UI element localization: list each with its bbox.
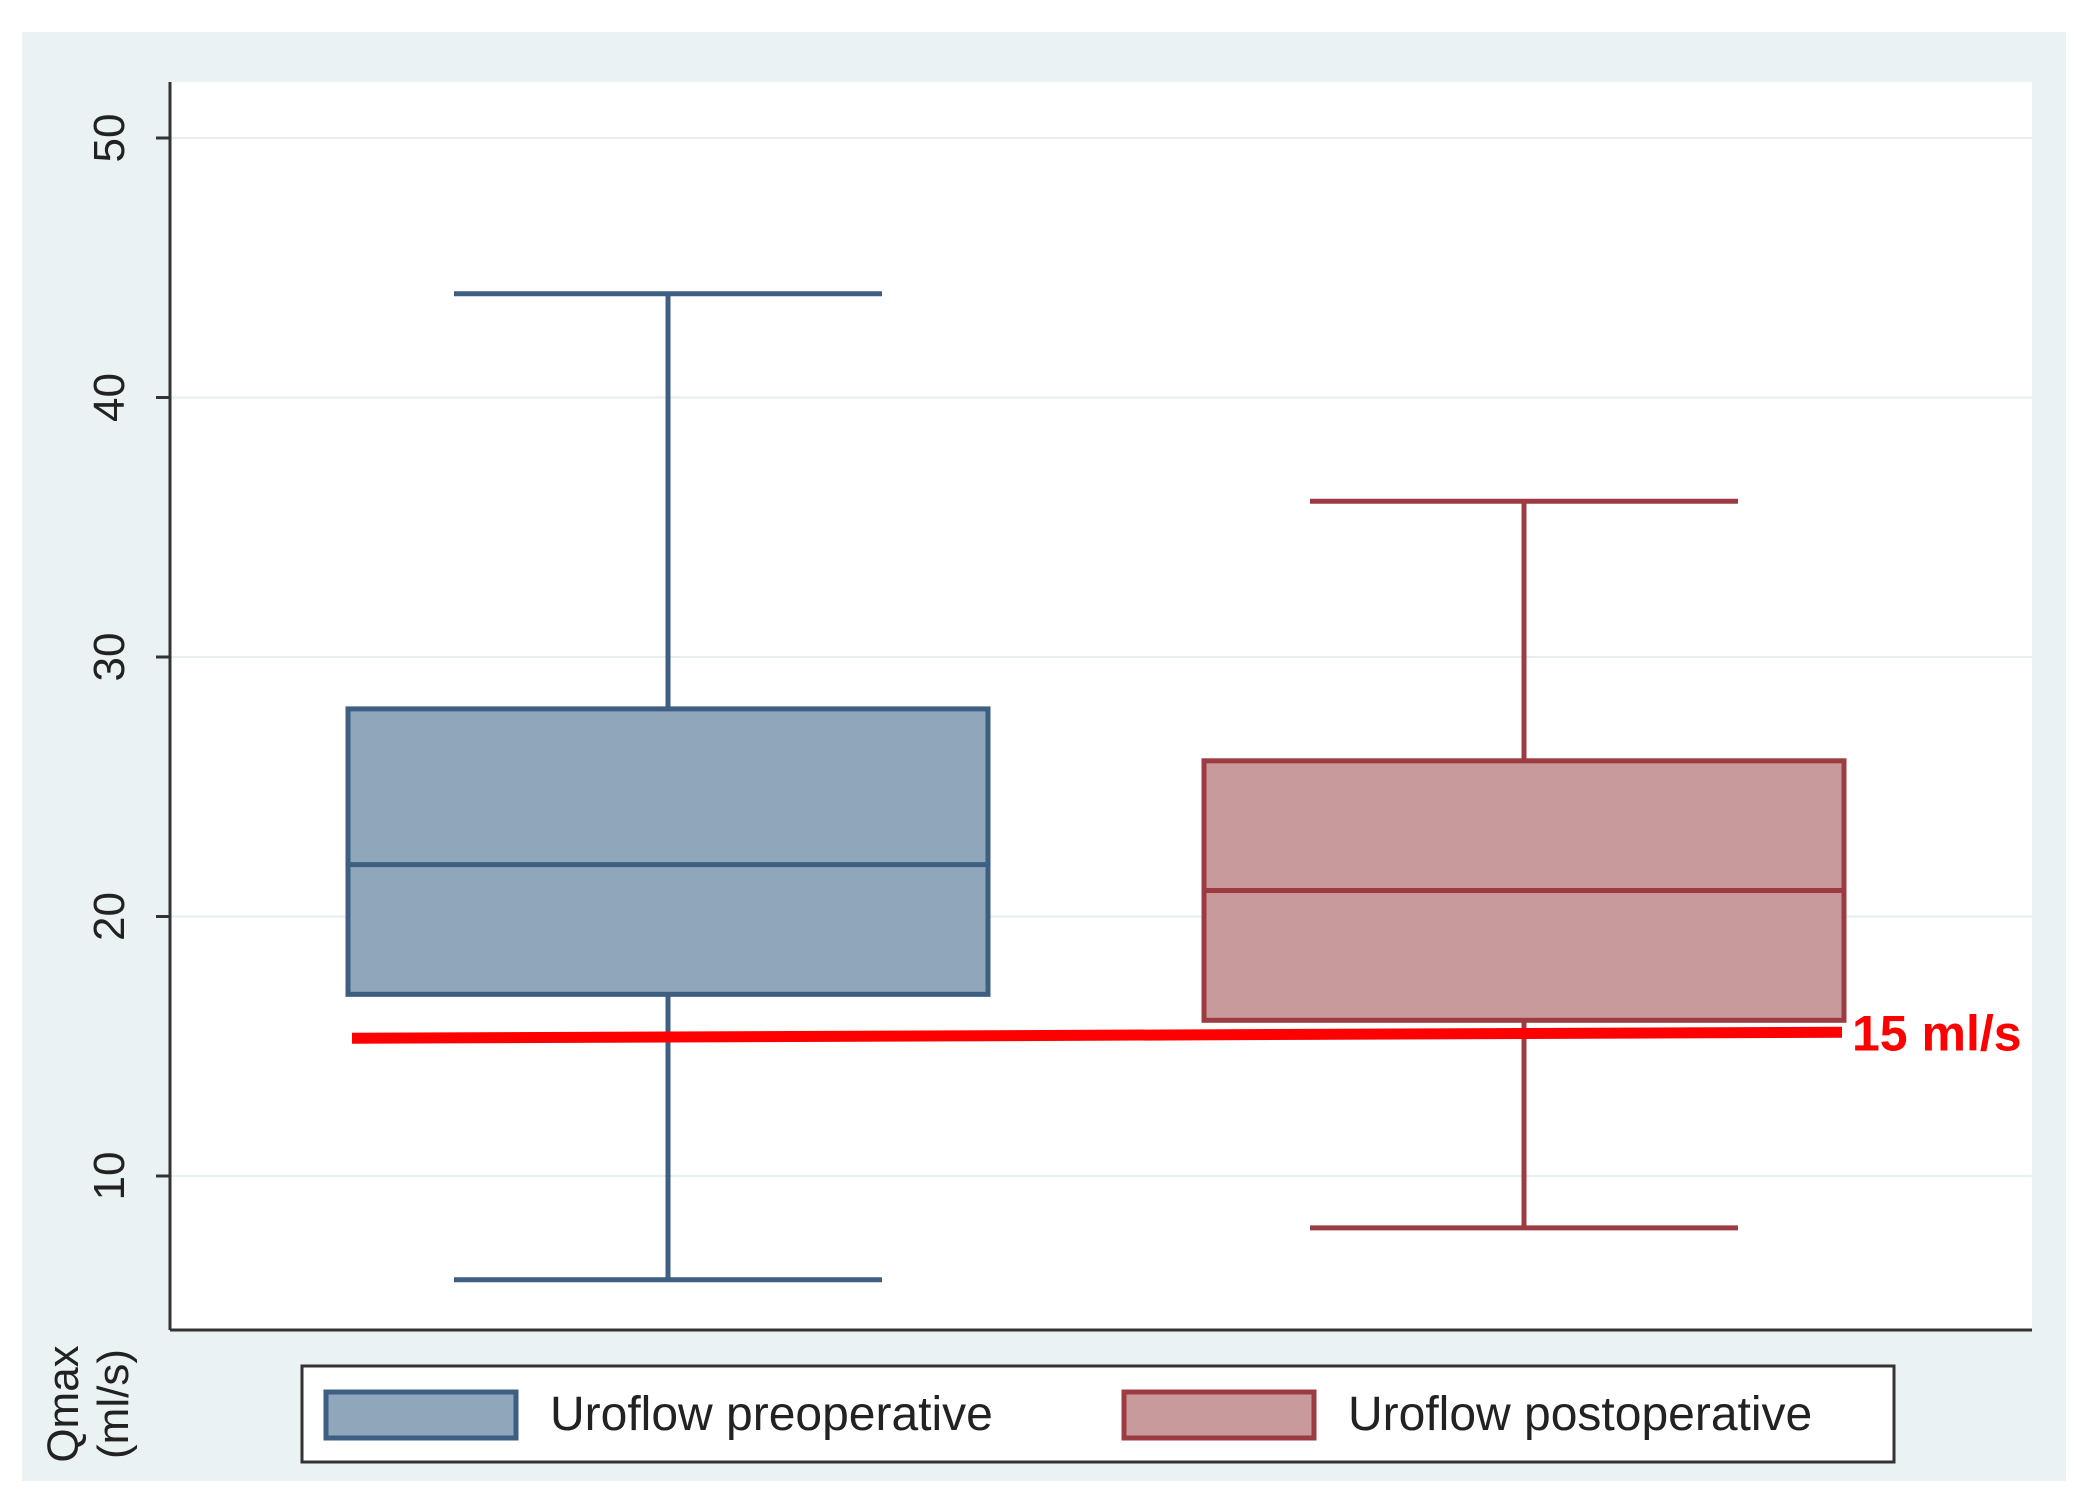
legend: Uroflow preoperative Uroflow postoperativ… [300, 1364, 1896, 1464]
plot-area [170, 82, 2032, 1330]
reference-line-group: 15 ml/s [351, 1005, 2022, 1061]
box-series-1 [345, 291, 991, 1283]
y-axis-label-line-1: Qmax [39, 1345, 88, 1462]
y-axis-label-line-2: (ml/s) [89, 1349, 138, 1459]
y-tick-label-40: 40 [85, 373, 134, 422]
y-tick-label-20: 20 [85, 892, 134, 941]
reference-line [351, 1026, 1843, 1044]
y-tick-label-10: 10 [85, 1152, 134, 1201]
y-axis: 10 20 30 40 50 Qmax (ml/s) [39, 82, 2032, 1463]
legend-label-1: Uroflow preoperative [550, 1388, 993, 1441]
iqr-box [345, 706, 991, 997]
box-series-2 [1201, 498, 1847, 1231]
legend-swatch-2 [1121, 1389, 1317, 1441]
boxes [345, 291, 1847, 1283]
y-tick-label-50: 50 [85, 114, 134, 163]
legend-box [300, 1364, 1896, 1464]
legend-label-2: Uroflow postoperative [1348, 1388, 1812, 1441]
legend-swatch-1 [323, 1389, 519, 1441]
reference-line-label: 15 ml/s [1852, 1005, 2022, 1061]
y-tick-label-30: 30 [85, 633, 134, 682]
